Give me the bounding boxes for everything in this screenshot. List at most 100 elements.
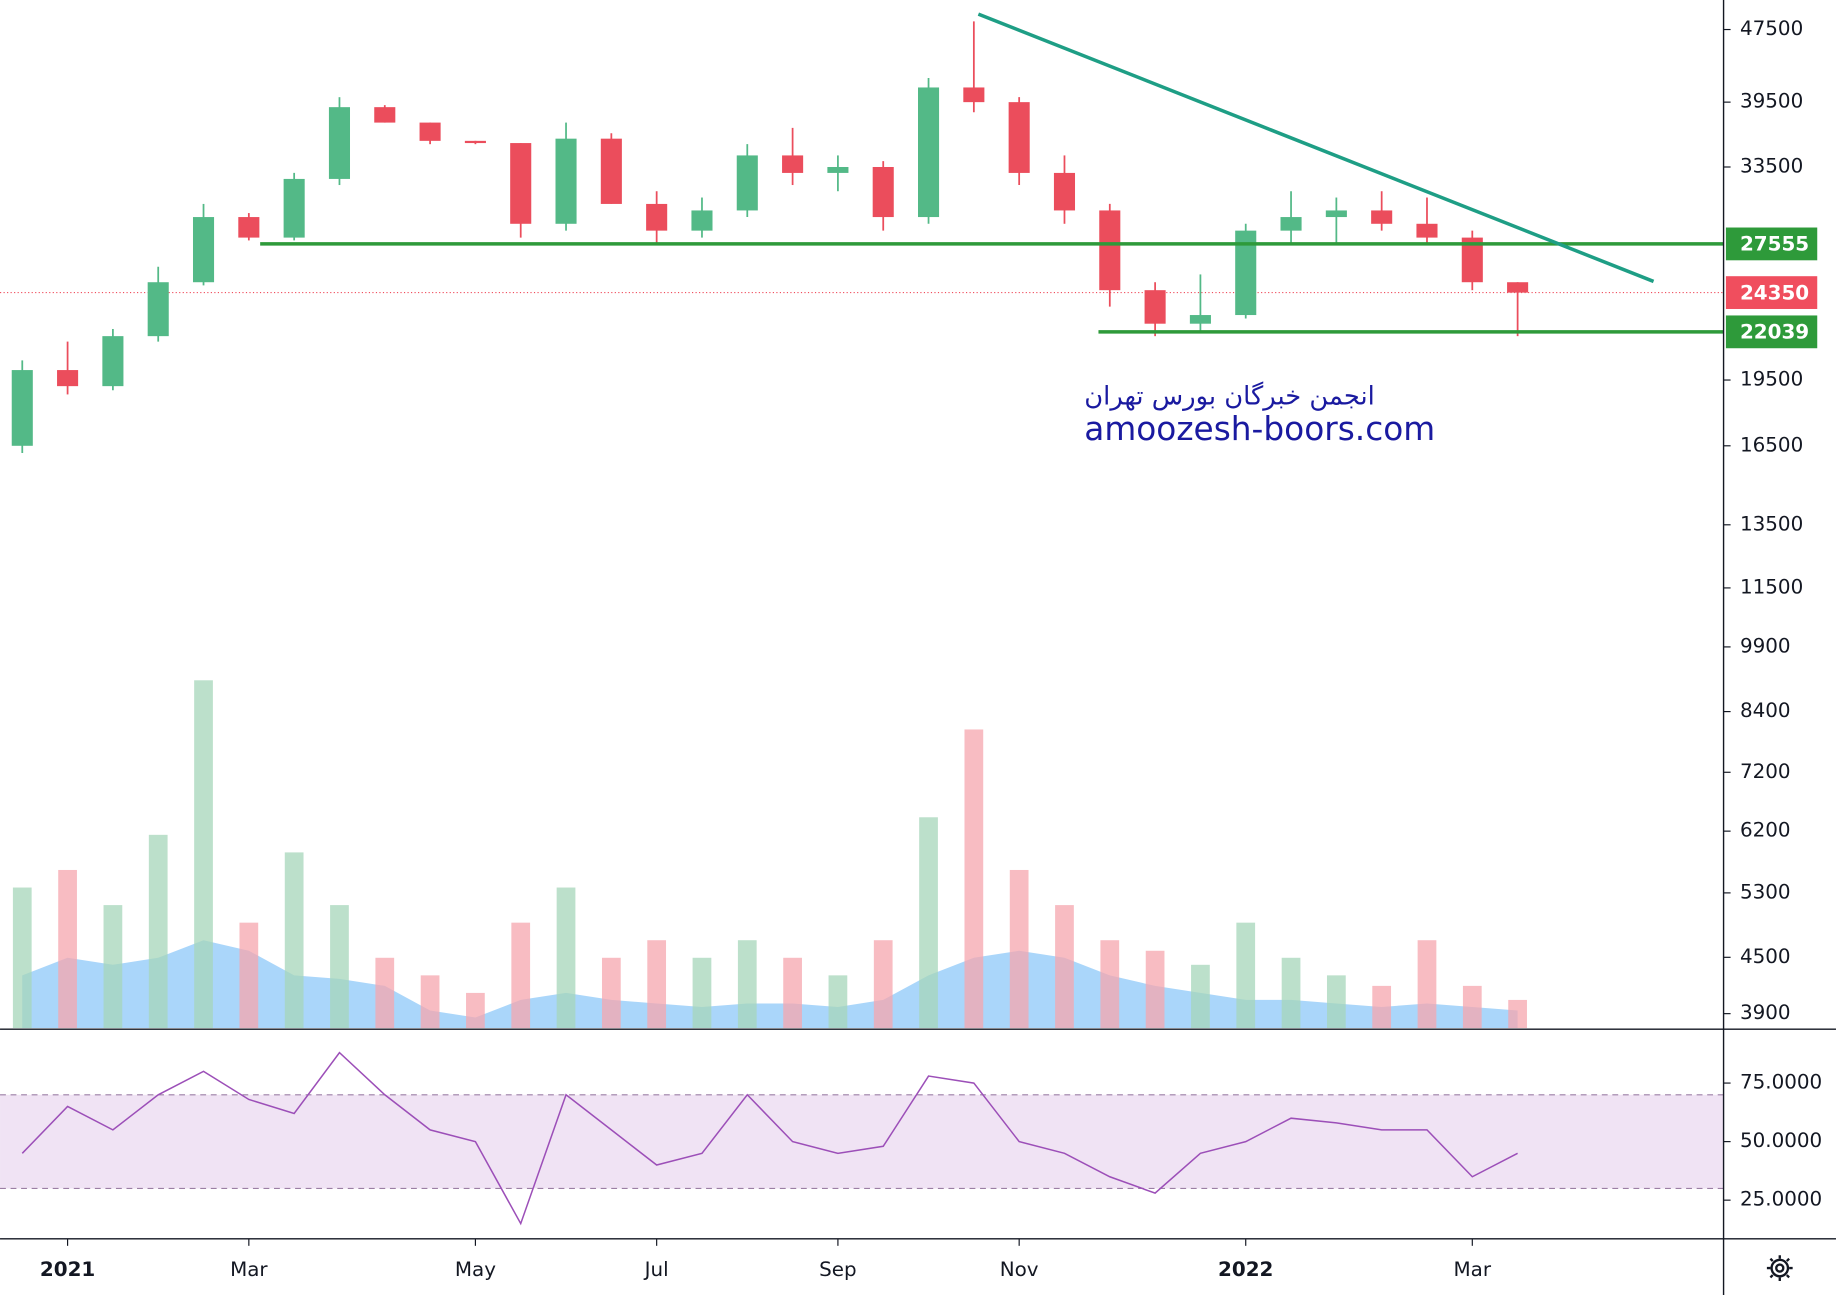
candle-body — [510, 143, 532, 224]
x-tick-label: 2022 — [1218, 1258, 1273, 1281]
x-tick-label: Mar — [230, 1258, 268, 1281]
volume-bar — [964, 729, 984, 1029]
candle-body — [555, 138, 577, 224]
candle-body — [11, 370, 33, 446]
candle-body — [419, 122, 441, 141]
y-tick-label: 19500 — [1740, 368, 1803, 391]
candle-body — [1144, 290, 1166, 324]
candle-body — [827, 166, 849, 173]
volume-bar — [1417, 940, 1437, 1029]
x-tick-label: Jul — [643, 1258, 669, 1281]
volume-bar — [1281, 957, 1301, 1029]
candle-body — [782, 155, 804, 173]
y-tick-label: 33500 — [1740, 154, 1803, 177]
level-tag-bg — [1725, 315, 1818, 349]
level-tag: 27555 — [1740, 233, 1809, 256]
y-tick-label: 5300 — [1740, 880, 1791, 903]
volume-bar — [783, 957, 802, 1029]
rsi-y-tick-label: 25.0000 — [1740, 1188, 1822, 1211]
x-tick-label: May — [455, 1258, 496, 1281]
level-tag-bg — [1725, 227, 1818, 261]
candle-body — [283, 178, 305, 238]
volume-bar — [330, 905, 349, 1029]
volume-bar — [511, 922, 531, 1029]
volume-bar — [1055, 905, 1074, 1029]
volume-bar — [1326, 975, 1346, 1029]
plot-layer: 47500 39500 33500 19500 16500 13500 11500 9900 8… — [0, 12, 1822, 1281]
y-tick-label: 39500 — [1740, 90, 1803, 113]
candle-body — [328, 107, 351, 179]
candle-body — [1099, 210, 1121, 291]
x-tick-label: Nov — [1000, 1258, 1039, 1281]
volume-layer — [12, 680, 1527, 1029]
candle-body — [1053, 172, 1076, 211]
volume-bar — [1236, 922, 1256, 1029]
candle-body — [102, 336, 124, 387]
volume-bar — [1372, 985, 1392, 1029]
last-price-tag-bg — [1725, 276, 1818, 309]
volume-bar — [375, 957, 395, 1029]
volume-bar — [601, 957, 621, 1029]
candle-body — [1235, 230, 1257, 316]
candle-body — [963, 87, 985, 103]
trendline — [977, 12, 1655, 284]
volume-bar — [1191, 964, 1210, 1029]
volume-bar — [692, 957, 712, 1029]
y-tick-label: 3900 — [1740, 1001, 1791, 1024]
y-tick-label: 8400 — [1740, 699, 1791, 722]
candle-body — [1325, 210, 1347, 218]
volume-bar — [873, 940, 893, 1029]
volume-bar — [1145, 950, 1165, 1029]
last-price-tag: 24350 — [1740, 281, 1809, 304]
volume-bar — [647, 940, 667, 1029]
volume-bar — [103, 905, 123, 1029]
volume-bar — [1009, 869, 1029, 1029]
candle-body — [600, 138, 622, 204]
volume-bar — [1100, 940, 1120, 1029]
candle-body — [691, 210, 713, 231]
volume-bar — [12, 887, 32, 1029]
candle-body — [147, 282, 169, 337]
volume-bar — [239, 922, 259, 1029]
volume-bar — [828, 975, 848, 1029]
candle-body — [1189, 315, 1211, 324]
candle-body — [872, 166, 894, 218]
volume-ma-area — [22, 940, 1518, 1029]
volume-bar — [420, 975, 440, 1029]
y-tick-label: 9900 — [1740, 634, 1791, 657]
y-tick-label: 16500 — [1740, 433, 1803, 456]
volume-bar — [919, 817, 938, 1029]
settings-icon[interactable] — [1766, 1255, 1793, 1281]
y-tick-label: 13500 — [1740, 512, 1803, 535]
candle-body — [646, 203, 668, 231]
y-tick-label: 6200 — [1740, 819, 1791, 842]
watermark-url: amoozesh-boors.com — [1084, 410, 1435, 448]
watermark-fa: انجمن خبرگان بورس تهران — [1084, 380, 1375, 411]
volume-bar — [284, 852, 304, 1029]
volume-bar — [58, 869, 77, 1029]
y-tick-label: 4500 — [1740, 945, 1791, 968]
candle-body — [1280, 217, 1302, 231]
rsi-y-tick-label: 75.0000 — [1740, 1071, 1822, 1094]
rsi-line — [21, 1051, 1518, 1226]
candle-body — [1371, 210, 1393, 224]
candle-body — [374, 107, 396, 123]
volume-bar — [466, 992, 485, 1029]
y-tick-label: 11500 — [1740, 575, 1803, 598]
candle-body — [1416, 223, 1438, 238]
candle-body — [1008, 102, 1030, 173]
y-tick-label: 7200 — [1740, 760, 1791, 783]
x-tick-label: Sep — [819, 1258, 857, 1281]
candle-body — [464, 140, 486, 144]
candle-body — [57, 370, 79, 387]
candle-body — [1507, 282, 1529, 293]
volume-bar — [1462, 985, 1482, 1029]
x-tick-label: 2021 — [40, 1258, 95, 1281]
level-tag: 22039 — [1740, 321, 1809, 344]
volume-bar — [556, 887, 576, 1029]
rsi-band — [0, 1094, 1724, 1189]
volume-bar — [148, 834, 168, 1029]
volume-bar — [737, 940, 757, 1029]
